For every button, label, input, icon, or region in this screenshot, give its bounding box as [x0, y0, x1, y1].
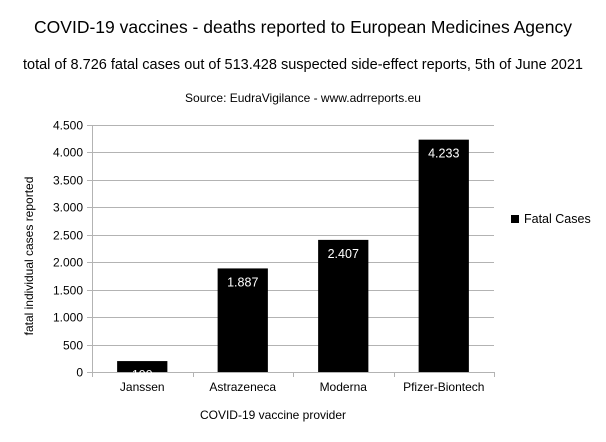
legend: Fatal Cases: [511, 212, 591, 226]
data-label: 4.233: [428, 147, 459, 161]
y-tick-label: 0: [76, 366, 83, 380]
x-tick-label: Astrazeneca: [209, 380, 276, 394]
x-tick-label: Janssen: [120, 380, 165, 394]
y-tick-label: 500: [63, 339, 83, 353]
y-tick-labels: 0 500 1.000 1.500 2.000 2.500 3.000 3.500 4.000 4…: [53, 119, 83, 380]
bar: [418, 139, 469, 372]
bar: [318, 239, 369, 372]
chart-source: Source: EudraVigilance - www.adrreports.…: [185, 91, 421, 105]
data-label: 1.887: [227, 275, 258, 289]
y-tick-label: 4.000: [53, 146, 83, 160]
data-label: 2.407: [328, 247, 359, 261]
y-tick-label: 4.500: [53, 119, 83, 133]
y-tick-label: 1.000: [53, 311, 83, 325]
y-tick-label: 3.500: [53, 174, 83, 188]
bars: [117, 139, 469, 372]
x-axis-title: COVID-19 vaccine provider: [200, 408, 346, 422]
chart-subtitle: total of 8.726 fatal cases out of 513.42…: [23, 57, 583, 73]
axes: [87, 125, 494, 373]
x-tick-labels: Janssen Astrazeneca Moderna Pfizer-Biontech: [120, 380, 485, 394]
legend-label: Fatal Cases: [524, 212, 591, 226]
y-tick-label: 3.000: [53, 201, 83, 215]
bar: [117, 361, 168, 372]
data-label: 199: [132, 368, 153, 382]
y-tick-label: 2.500: [53, 229, 83, 243]
bar: [217, 268, 268, 372]
legend-swatch: [511, 215, 519, 223]
chart-title: COVID-19 vaccines - deaths reported to E…: [34, 17, 572, 37]
y-tick-label: 2.000: [53, 256, 83, 270]
data-labels: 199 1.887 2.407 4.233: [132, 147, 460, 382]
x-tick-label: Moderna: [320, 380, 368, 394]
x-tick-label: Pfizer-Biontech: [403, 380, 484, 394]
y-axis-title: fatal individual cases reported: [22, 177, 36, 336]
y-tick-label: 1.500: [53, 284, 83, 298]
